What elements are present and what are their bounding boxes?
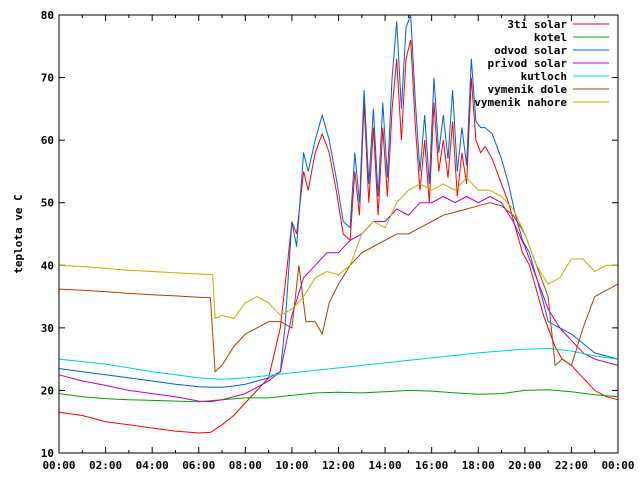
legend-label: kutloch <box>521 70 567 83</box>
x-tick-label: 04:00 <box>136 459 169 472</box>
x-tick-label: 08:00 <box>229 459 262 472</box>
y-tick-label: 10 <box>41 447 54 460</box>
series-line-privod-solar <box>58 195 619 403</box>
series-line-vymenik-dole <box>58 202 619 373</box>
axis-ticks: 10 20 30 40 50 60 70 80 00:00 02:00 04:00 06:00 08:0… <box>41 9 635 472</box>
legend-label: odvod solar <box>494 44 567 57</box>
x-tick-label: 16:00 <box>415 459 448 472</box>
legend-label: kotel <box>534 31 567 44</box>
plot-frame <box>58 14 619 454</box>
x-tick-label: 06:00 <box>182 459 215 472</box>
series-line-kotel <box>58 389 619 403</box>
legend-label: vymenik nahore <box>474 96 567 109</box>
x-tick-label: 10:00 <box>275 459 308 472</box>
legend-label: vymenik dole <box>488 83 568 96</box>
series-line-vymenik-nahore <box>58 176 618 320</box>
x-tick-label: 12:00 <box>322 459 355 472</box>
y-tick-label: 30 <box>41 322 54 335</box>
x-tick-label: 14:00 <box>369 459 402 472</box>
x-tick-label: 20:00 <box>508 459 541 472</box>
x-tick-label: 02:00 <box>89 459 122 472</box>
x-tick-label: 00:00 <box>601 459 634 472</box>
y-axis-label: teplota ve C <box>12 194 25 273</box>
series-line-kutloch <box>58 347 619 380</box>
series-lines <box>58 14 619 434</box>
y-tick-label: 60 <box>41 134 54 147</box>
x-tick-label: 18:00 <box>462 459 495 472</box>
legend-label: privod solar <box>488 57 568 70</box>
y-tick-label: 50 <box>41 197 54 210</box>
y-tick-label: 70 <box>41 72 54 85</box>
series-line-odvod-solar <box>58 14 619 388</box>
y-tick-label: 40 <box>41 259 54 272</box>
x-tick-label: 22:00 <box>555 459 588 472</box>
legend-label: 3ti solar <box>507 18 567 31</box>
x-tick-label: 00:00 <box>42 459 75 472</box>
y-tick-label: 80 <box>41 9 54 22</box>
y-tick-label: 20 <box>41 384 54 397</box>
